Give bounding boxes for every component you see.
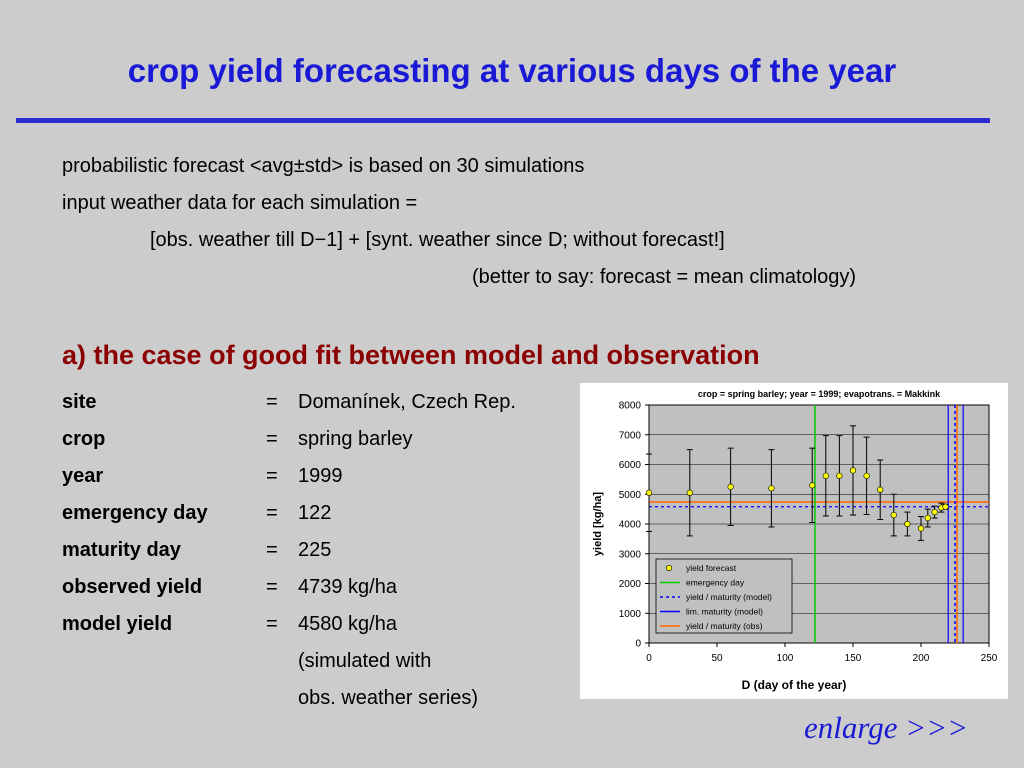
title-divider [16,118,990,123]
forecast-point [924,514,931,522]
property-eq: = [266,465,278,487]
property-value: 4580 kg/ha [298,613,397,635]
property-key: maturity day [62,539,181,561]
legend-box [655,558,793,634]
x-tick-label: 0 [646,653,652,664]
legend-label: yield forecast [686,563,737,573]
forecast-point [877,486,884,493]
property-key: crop [62,428,106,450]
model-note-line-2: obs. weather series) [298,687,479,709]
property-key: observed yield [62,576,203,598]
forecast-point [931,509,938,516]
property-key: emergency day [62,502,208,524]
forecast-point [849,467,857,474]
intro-line-4: (better to say: forecast = mean climatol… [472,266,857,288]
x-tick-label: 50 [711,653,723,664]
property-value: Domanínek, Czech Rep. [298,391,516,413]
property-value: 225 [298,539,332,561]
y-tick-label: 2000 [619,579,642,590]
legend-label: emergency day [686,578,745,588]
intro-line-1: probabilistic forecast <avg±std> is base… [62,155,585,177]
property-eq: = [266,428,278,450]
page-title: crop yield forecasting at various days o… [127,52,897,89]
property-value: 122 [298,502,332,524]
property-eq: = [266,613,278,635]
forecast-point [727,483,734,490]
forecast-point [942,503,949,510]
enlarge-link[interactable]: enlarge >>> [804,710,969,745]
forecast-point [809,482,816,489]
y-tick-label: 8000 [619,401,642,412]
model-note-line-1: (simulated with [298,650,432,672]
legend-marker [665,564,673,572]
x-axis-label: D (day of the year) [742,678,847,692]
property-key: year [62,465,104,487]
forecast-point [904,520,911,528]
x-tick-label: 250 [981,653,998,664]
yield-chart-svg: 0 1000 2000 3000 4000 5000 6000 7000 8000 0 50 100 1… [592,389,998,692]
y-tick-label: 1000 [619,609,642,620]
legend-label: yield / maturity (obs) [686,621,763,631]
property-key: site [62,391,97,413]
forecast-point [686,489,693,496]
forecast-point [836,472,843,479]
forecast-point [768,485,775,492]
x-tick-label: 150 [845,653,862,664]
forecast-point [863,472,870,479]
property-key: model yield [62,613,173,635]
legend-label: yield / maturity (model) [686,592,772,602]
y-tick-label: 3000 [619,549,642,560]
property-eq: = [266,539,278,561]
y-tick-label: 7000 [619,430,642,441]
y-tick-label: 4000 [619,520,642,531]
x-tick-label: 200 [913,653,930,664]
section-heading: a) the case of good fit between model an… [62,340,760,370]
legend-label: lim. maturity (model) [686,607,763,617]
y-tick-label: 6000 [619,460,642,471]
property-eq: = [266,576,278,598]
property-value: 4739 kg/ha [298,576,397,598]
y-tick-label: 5000 [619,490,642,501]
y-axis-label: yield [kg/ha] [592,492,604,557]
property-value: 1999 [298,465,343,487]
property-value: spring barley [298,428,413,450]
forecast-point [917,525,925,532]
forecast-point [822,472,829,479]
property-eq: = [266,502,278,524]
intro-line-2: input weather data for each simulation = [62,192,418,214]
forecast-point [645,489,653,496]
property-eq: = [266,391,278,413]
chart-title: crop = spring barley; year = 1999; evapo… [698,389,941,399]
x-tick-label: 100 [777,653,794,664]
forecast-point [890,511,897,519]
intro-line-3: [obs. weather till D−1] + [synt. weather… [150,229,725,251]
y-tick-label: 0 [635,639,641,650]
yield-chart: 0 1000 2000 3000 4000 5000 6000 7000 8000 0 50 100 1… [580,383,1008,699]
